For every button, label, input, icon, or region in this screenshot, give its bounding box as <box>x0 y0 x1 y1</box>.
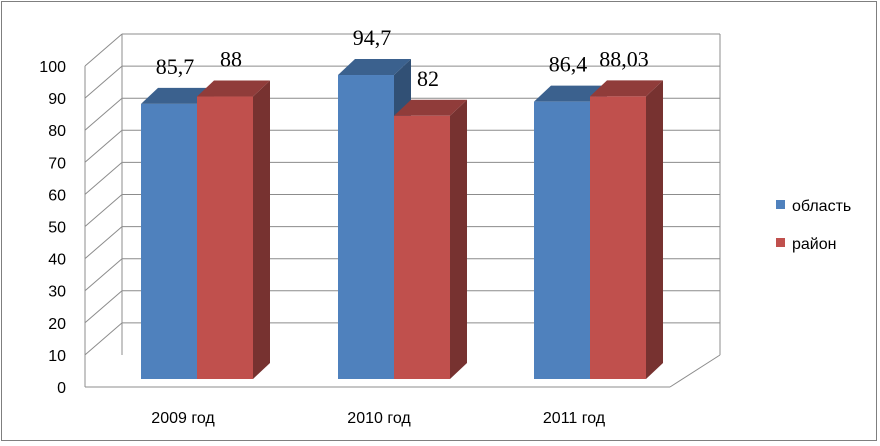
legend-label-oblast: область <box>792 198 851 215</box>
y-tick-label: 30 <box>48 284 66 301</box>
gridline-side <box>84 258 123 292</box>
legend-swatch-raion <box>776 238 785 247</box>
bar-side <box>646 80 663 379</box>
gridline-side <box>84 226 123 259</box>
y-tick-label: 10 <box>48 348 66 365</box>
bar-front <box>394 115 450 379</box>
axes: 0 10 20 30 40 50 60 70 80 90 100 2009 год 2010 год 20… <box>39 34 721 427</box>
y-tick-label: 0 <box>57 380 66 397</box>
bar-side <box>450 99 467 379</box>
bar <box>590 80 663 379</box>
bar-top <box>534 85 607 102</box>
data-label: 85,7 <box>156 54 195 79</box>
x-tick-label: 2010 год <box>347 410 411 427</box>
gridline-side <box>84 129 123 163</box>
y-tick-label: 40 <box>48 252 66 269</box>
data-label: 86,4 <box>549 52 588 77</box>
bar-top <box>141 87 214 104</box>
data-label: 88 <box>220 47 242 72</box>
gridline-side <box>84 97 123 131</box>
bar-front <box>534 101 590 379</box>
y-tick-label: 60 <box>48 187 66 204</box>
y-tick-label: 80 <box>48 123 66 140</box>
legend-label-raion: район <box>792 236 836 253</box>
bar-front <box>197 96 253 380</box>
bar-top <box>197 80 270 97</box>
bar-top <box>338 59 411 76</box>
bar-top <box>394 99 467 116</box>
gridline-side <box>84 65 123 99</box>
bar <box>197 80 270 380</box>
bar-front <box>338 75 394 379</box>
x-tick-label: 2009 год <box>151 410 215 427</box>
data-label: 82 <box>417 66 439 91</box>
gridline-side <box>84 290 123 324</box>
bar <box>394 99 467 379</box>
y-tick-label: 90 <box>48 91 66 108</box>
y-tick-label: 50 <box>48 220 66 237</box>
data-labels: 85,7 88 94,7 82 86,4 88,03 <box>156 25 649 91</box>
legend: область район <box>776 198 851 253</box>
gridline-side <box>84 33 123 67</box>
bar-front <box>141 103 197 379</box>
data-label: 94,7 <box>353 25 392 50</box>
x-tick-label: 2011 год <box>543 410 606 427</box>
legend-swatch-oblast <box>776 200 785 209</box>
floor-right-edge <box>669 354 721 388</box>
gridline-side <box>84 194 123 227</box>
gridline-side <box>84 162 123 195</box>
data-label: 88,03 <box>599 46 649 71</box>
bar-side <box>253 80 270 380</box>
bar-front <box>590 96 646 379</box>
y-tick-label: 100 <box>39 59 66 76</box>
bar-top <box>590 80 663 97</box>
y-tick-label: 70 <box>48 155 66 172</box>
bars <box>141 59 663 380</box>
gridline-side <box>84 322 123 356</box>
y-tick-label: 20 <box>48 316 66 333</box>
